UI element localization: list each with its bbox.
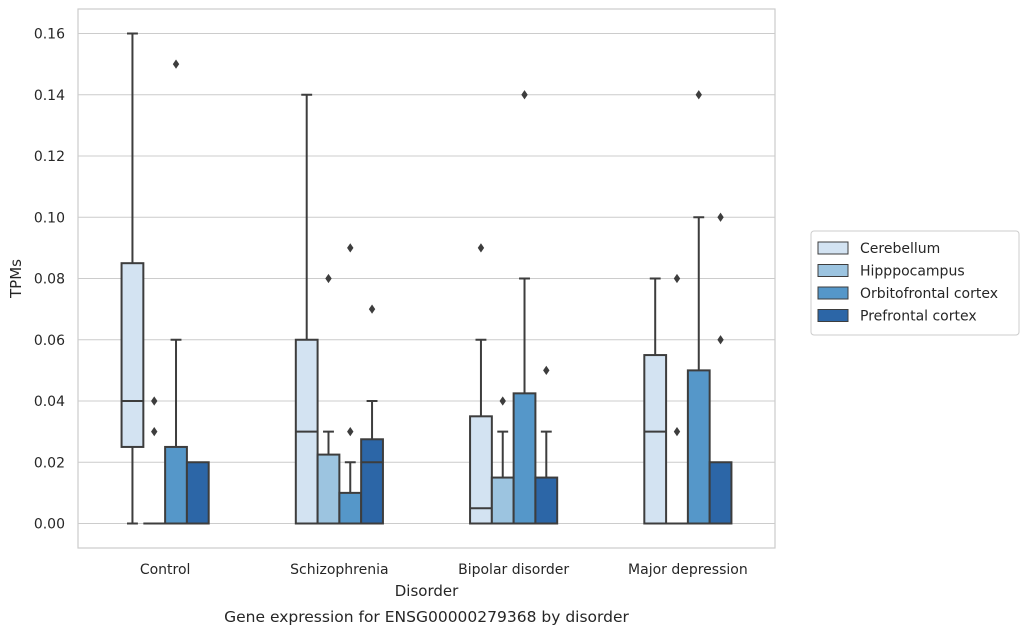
y-tick-label: 0.00	[34, 517, 65, 533]
box-body	[512, 392, 537, 525]
y-tick-label: 0.06	[34, 333, 65, 349]
outlier-point	[347, 427, 354, 437]
box-body	[708, 461, 733, 525]
box-orbitofrontal-cortex-schizophrenia	[338, 243, 363, 525]
box-hipppocampus-bipolar-disorder	[490, 396, 515, 525]
legend-swatch	[817, 264, 849, 277]
legend-label: Orbitofrontal cortex	[860, 286, 998, 302]
box-body	[164, 445, 188, 525]
outlier-point	[499, 396, 506, 406]
legend: Cerebellum Hipppocampus Orbitofrontal cort…	[810, 230, 1020, 336]
box-cerebellum-schizophrenia	[294, 93, 319, 525]
box-body	[534, 476, 559, 525]
y-tick-labels: 0.00 0.02 0.04 0.06 0.08 0.10 0.12 0.14 0.16	[34, 27, 65, 533]
legend-frame	[810, 230, 1020, 336]
chart-caption: Gene expression for ENSG00000279368 by d…	[224, 608, 629, 626]
box-cerebellum-bipolar-disorder	[469, 243, 493, 525]
outlier-point	[695, 90, 702, 100]
legend-label: Prefrontal cortex	[860, 309, 977, 325]
y-tick-label: 0.16	[34, 27, 65, 43]
box-body	[120, 262, 145, 448]
box-hipppocampus-major-depression	[666, 273, 688, 525]
outlier-point	[673, 427, 681, 437]
y-tick-label: 0.14	[34, 88, 65, 104]
box-body	[469, 415, 493, 525]
legend-label: Hipppocampus	[860, 264, 965, 280]
x-tick-label: Control	[140, 562, 191, 578]
y-tick-label: 0.10	[34, 210, 65, 226]
y-tick-label: 0.08	[34, 272, 65, 288]
box-plot-series	[120, 32, 733, 525]
outlier-point	[673, 273, 681, 284]
box-body	[338, 491, 363, 525]
plot-frame	[77, 8, 776, 549]
box-cerebellum-control	[120, 32, 145, 525]
outlier-point	[151, 427, 158, 437]
outlier-point	[543, 365, 550, 375]
box-orbitofrontal-cortex-control	[164, 59, 188, 525]
y-axis-label: TPMs	[7, 259, 25, 299]
legend-label: Cerebellum	[860, 241, 940, 257]
outlier-point	[477, 243, 485, 253]
box-cerebellum-major-depression	[643, 277, 668, 525]
box-hipppocampus-schizophrenia	[316, 273, 341, 525]
box-body	[643, 354, 668, 525]
outlier-point	[717, 212, 724, 222]
x-tick-label: Bipolar disorder	[458, 562, 569, 578]
box-orbitofrontal-cortex-bipolar-disorder	[512, 90, 537, 525]
outlier-point	[521, 90, 528, 100]
box-orbitofrontal-cortex-major-depression	[686, 90, 711, 525]
box-body	[316, 453, 341, 525]
legend-swatch	[817, 241, 849, 255]
box-prefrontal-cortex-control	[185, 461, 210, 525]
box-prefrontal-cortex-major-depression	[708, 212, 733, 525]
box-hipppocampus-control	[143, 396, 166, 525]
box-prefrontal-cortex-schizophrenia	[360, 304, 384, 525]
box-body	[490, 476, 515, 525]
outlier-point	[368, 304, 376, 314]
x-tick-label: Major depression	[628, 562, 748, 578]
outlier-point	[325, 273, 332, 284]
legend-swatch	[817, 286, 849, 300]
x-axis-label: Disorder	[395, 582, 459, 600]
box-body	[185, 461, 210, 525]
box-body	[360, 438, 384, 525]
y-tick-label: 0.02	[34, 455, 65, 471]
outlier-point	[717, 335, 724, 345]
y-tick-label: 0.04	[34, 394, 65, 410]
outlier-point	[172, 59, 180, 69]
legend-swatch	[817, 309, 849, 322]
box-prefrontal-cortex-bipolar-disorder	[534, 365, 559, 525]
x-tick-labels: Control Schizophrenia Bipolar disorder Majo…	[140, 562, 748, 578]
outlier-point	[347, 243, 354, 253]
x-tick-label: Schizophrenia	[290, 562, 388, 578]
outlier-point	[151, 396, 158, 406]
box-body	[686, 369, 711, 525]
y-tick-label: 0.12	[34, 149, 65, 165]
